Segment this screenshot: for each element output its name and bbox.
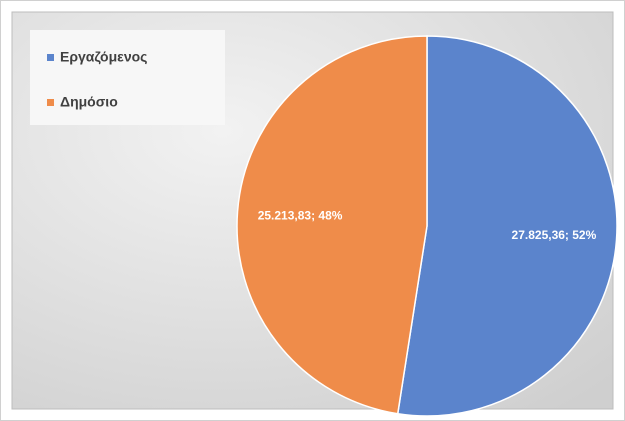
legend-box [30,30,225,125]
pie-slice [396,35,618,417]
legend-label: Εργαζόμενος [60,49,147,65]
data-label: 27.825,36; 52% [512,228,597,242]
data-label: 25.213,83; 48% [258,208,343,222]
pie-slice [236,35,428,415]
legend-swatch [47,54,54,61]
legend-swatch [47,99,54,106]
legend-label: Δημόσιο [60,94,118,110]
